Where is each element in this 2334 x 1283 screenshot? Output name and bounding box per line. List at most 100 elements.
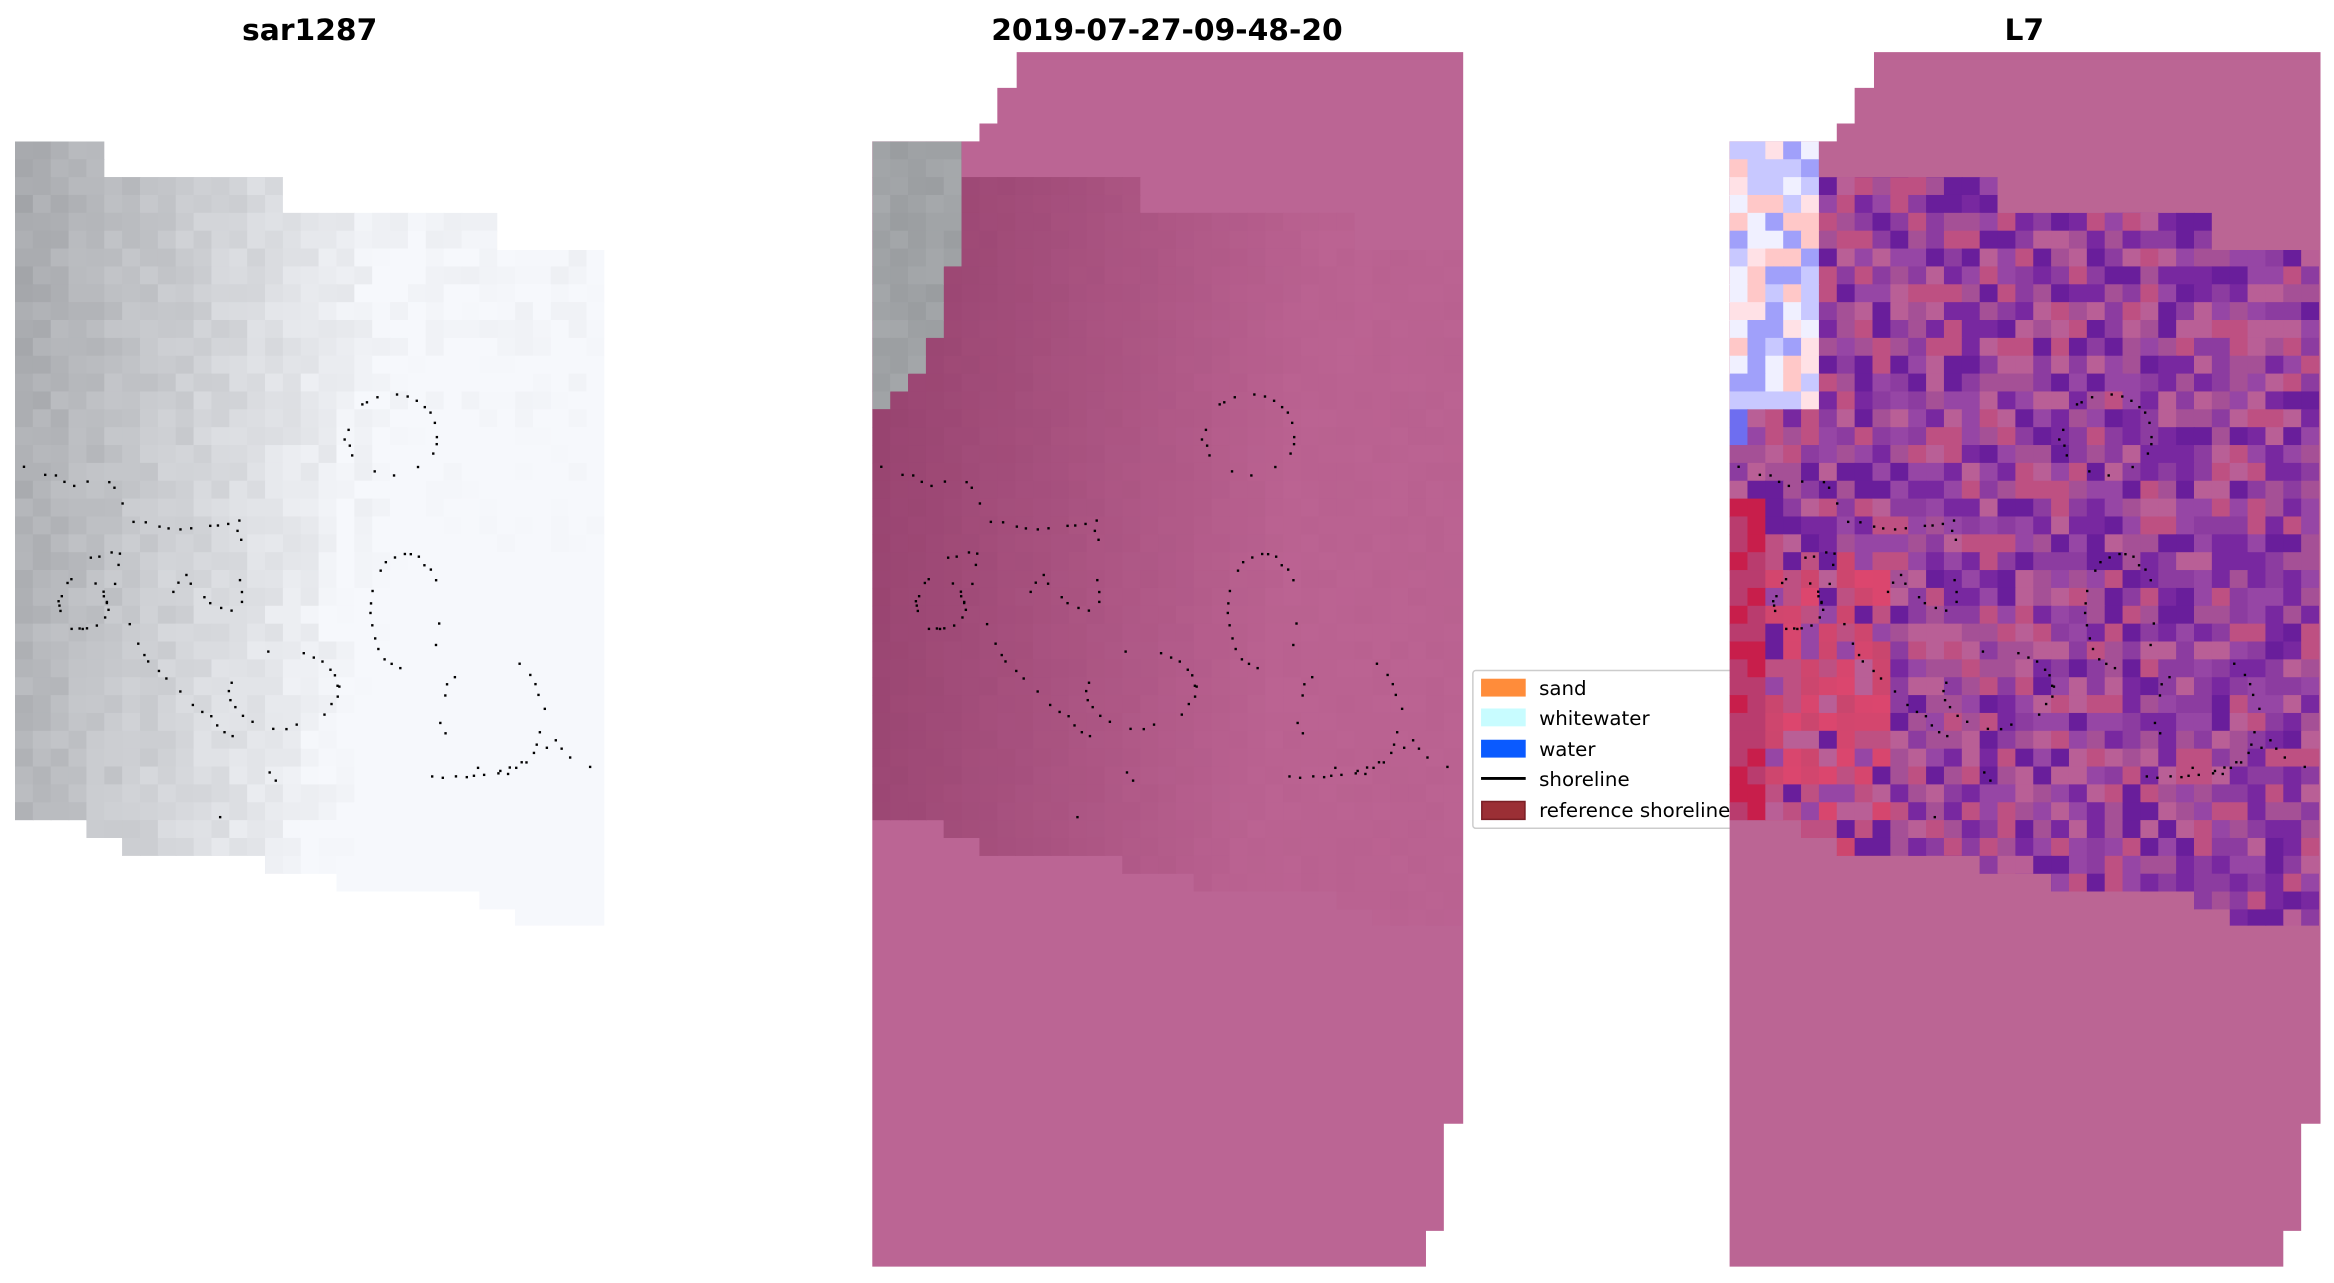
l7-pixels xyxy=(1729,141,2320,926)
shoreline-point xyxy=(1200,438,1204,441)
shoreline-point xyxy=(1340,773,1343,777)
shoreline-point xyxy=(423,405,426,409)
shoreline-point xyxy=(2248,682,2252,686)
shoreline-point xyxy=(946,556,950,559)
shoreline-point xyxy=(2180,775,2183,779)
shoreline-point xyxy=(2035,660,2039,663)
shoreline-point xyxy=(1280,564,1283,567)
shoreline-point xyxy=(165,677,168,680)
shoreline-point xyxy=(216,524,220,527)
shoreline-point xyxy=(423,564,426,567)
shoreline-point xyxy=(537,693,540,697)
shoreline-point xyxy=(2065,454,2069,457)
shoreline-point xyxy=(1301,694,1304,697)
shoreline-point xyxy=(203,596,206,599)
shoreline-point xyxy=(1882,527,1885,530)
shoreline-point xyxy=(103,616,107,619)
shoreline-point xyxy=(1124,650,1127,653)
shoreline-point xyxy=(525,761,528,764)
shoreline-point xyxy=(1098,590,1101,594)
shoreline-point xyxy=(2283,756,2286,759)
shoreline-point xyxy=(2108,556,2111,559)
shoreline-point xyxy=(499,769,502,773)
shoreline-point xyxy=(107,608,110,612)
shoreline-point xyxy=(1391,682,1394,686)
shoreline-point xyxy=(2150,435,2153,439)
shoreline-point xyxy=(515,766,518,770)
shoreline-point xyxy=(2075,403,2079,406)
shoreline-point xyxy=(916,609,920,613)
shoreline-point xyxy=(238,578,242,582)
shoreline-point xyxy=(1893,690,1897,693)
shoreline-point xyxy=(1187,702,1191,706)
shoreline-point xyxy=(1955,600,1958,604)
shoreline-point xyxy=(2085,624,2089,627)
reference-shoreline-swatch xyxy=(1481,800,1526,821)
shoreline-point xyxy=(223,731,226,734)
shoreline-point xyxy=(230,681,233,684)
shoreline-point xyxy=(1943,698,1947,702)
shoreline-point xyxy=(2251,693,2255,697)
shoreline-point xyxy=(1386,673,1389,677)
shoreline-point xyxy=(117,563,120,567)
shoreline-point xyxy=(60,594,63,598)
shoreline-point xyxy=(538,731,542,734)
shoreline-point xyxy=(274,779,277,782)
shoreline-point xyxy=(2243,673,2247,677)
shoreline-point xyxy=(1817,590,1820,593)
shoreline-point xyxy=(191,703,195,707)
shoreline-point xyxy=(57,600,60,603)
shoreline-point xyxy=(1097,538,1100,541)
shoreline-point xyxy=(1946,734,1949,738)
shoreline-point xyxy=(2098,658,2101,661)
shoreline-point xyxy=(465,775,469,779)
shoreline-point xyxy=(2156,776,2159,779)
shoreline-point xyxy=(429,411,432,414)
shoreline-point xyxy=(1296,721,1299,725)
shoreline-point xyxy=(1142,727,1145,731)
shoreline-point xyxy=(2010,723,2013,726)
shoreline-point xyxy=(369,602,373,605)
shoreline-point xyxy=(967,551,971,554)
shoreline-point xyxy=(1800,627,1803,630)
shoreline-point xyxy=(1952,519,1956,522)
shoreline-point xyxy=(1087,681,1091,684)
shoreline-point xyxy=(534,682,537,686)
shoreline-point xyxy=(2121,395,2124,398)
shoreline-point xyxy=(520,761,523,764)
shoreline-point xyxy=(444,732,447,735)
shoreline-point xyxy=(185,573,188,577)
shoreline-point xyxy=(1047,527,1050,530)
shoreline-point xyxy=(1256,666,1259,670)
shoreline-point xyxy=(333,674,337,677)
classified-image-panel xyxy=(872,52,1464,1267)
shoreline-point xyxy=(66,581,69,585)
shoreline-point xyxy=(943,627,946,630)
shoreline-point xyxy=(1292,643,1295,647)
shoreline-point xyxy=(1180,713,1183,716)
shoreline-point xyxy=(1382,761,1385,764)
shoreline-point xyxy=(219,606,223,610)
shoreline-point xyxy=(383,658,386,661)
shoreline-point xyxy=(1288,775,1291,778)
shoreline-point xyxy=(508,766,511,769)
shoreline-point xyxy=(330,702,333,706)
shoreline-point xyxy=(1330,774,1333,777)
shoreline-point xyxy=(1077,606,1080,610)
shoreline-point xyxy=(2043,668,2047,671)
shoreline-point xyxy=(2124,552,2127,556)
shoreline-point xyxy=(110,551,113,554)
shoreline-point xyxy=(343,438,346,441)
shoreline-point xyxy=(2153,721,2157,725)
shoreline-point xyxy=(2158,732,2162,735)
shoreline-point xyxy=(1193,684,1197,687)
shoreline-point xyxy=(1923,524,1927,528)
shoreline-point xyxy=(2152,622,2156,625)
shoreline-point xyxy=(2044,702,2048,706)
shoreline-point xyxy=(2131,465,2134,469)
shoreline-point xyxy=(105,600,109,604)
shoreline-point xyxy=(2086,589,2089,593)
shoreline-point xyxy=(2027,656,2030,659)
shoreline-point xyxy=(1402,746,1406,749)
